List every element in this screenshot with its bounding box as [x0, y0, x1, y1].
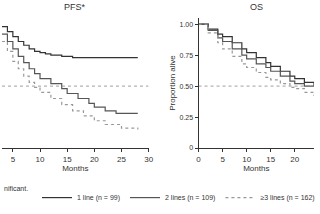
svg-text:5: 5 [11, 155, 16, 164]
svg-text:0: 0 [189, 144, 193, 151]
svg-text:20: 20 [290, 155, 299, 164]
svg-text:nificant.: nificant. [4, 185, 28, 192]
svg-text:1.00: 1.00 [180, 21, 194, 28]
svg-text:0.25: 0.25 [180, 114, 194, 121]
svg-text:Months: Months [243, 164, 269, 173]
svg-text:≥3 lines (n = 162): ≥3 lines (n = 162) [260, 194, 314, 202]
svg-text:PFS*: PFS* [64, 2, 86, 12]
svg-text:10: 10 [36, 155, 45, 164]
svg-text:15: 15 [63, 155, 72, 164]
svg-text:Proportion alive: Proportion alive [168, 55, 177, 111]
svg-text:OS: OS [250, 2, 263, 12]
svg-text:15: 15 [266, 155, 275, 164]
svg-text:0: 0 [196, 155, 201, 164]
svg-text:2 lines (n = 109): 2 lines (n = 109) [165, 194, 215, 202]
svg-text:20: 20 [90, 155, 99, 164]
svg-text:Months: Months [62, 164, 88, 173]
svg-text:0.50: 0.50 [180, 83, 194, 90]
svg-text:25: 25 [117, 155, 126, 164]
svg-text:30: 30 [144, 155, 153, 164]
svg-text:5: 5 [220, 155, 225, 164]
svg-text:0.75: 0.75 [180, 52, 194, 59]
svg-text:1 line (n = 99): 1 line (n = 99) [77, 194, 120, 202]
svg-text:10: 10 [242, 155, 251, 164]
